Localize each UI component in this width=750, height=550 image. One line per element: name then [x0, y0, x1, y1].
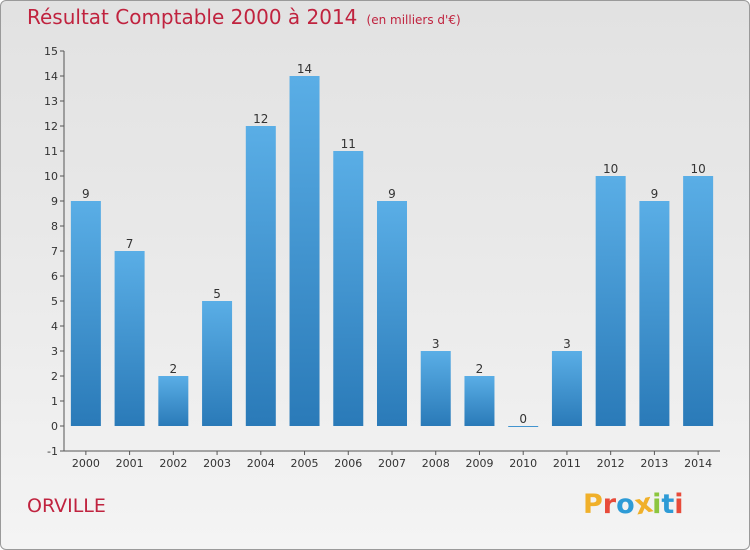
- chart-labels: 9 7 2 5 12 14 11 9 3 2 0 3 10 9 10: [82, 62, 706, 426]
- chart-bars: [70, 76, 714, 427]
- x-tick-label-2008: 2008: [422, 457, 450, 470]
- y-tick-label: 0: [51, 420, 58, 433]
- x-tick-label-2005: 2005: [291, 457, 319, 470]
- y-tick-label: 6: [51, 270, 58, 283]
- bar-2008: [420, 351, 451, 426]
- y-tick-label: 15: [44, 45, 58, 58]
- bar-2000: [70, 201, 101, 426]
- x-tick-label-2011: 2011: [553, 457, 581, 470]
- logo-letter: r: [602, 489, 617, 520]
- value-label-2006: 11: [341, 137, 356, 151]
- value-label-2002: 2: [170, 362, 178, 376]
- commune-name: ORVILLE: [27, 495, 106, 517]
- x-tick-label-2001: 2001: [116, 457, 144, 470]
- y-tick-label: 7: [51, 245, 58, 258]
- value-label-2001: 7: [126, 237, 134, 251]
- bar-2005: [289, 76, 320, 426]
- y-tick-label: 3: [51, 345, 58, 358]
- bar-2006: [333, 151, 364, 426]
- value-label-2010: 0: [519, 412, 527, 426]
- y-tick-label: 1: [51, 395, 58, 408]
- value-label-2004: 12: [253, 112, 268, 126]
- logo-letter: t: [661, 489, 675, 520]
- value-label-2012: 10: [603, 162, 618, 176]
- y-tick-label: 9: [51, 195, 58, 208]
- bar-2011: [551, 351, 582, 426]
- proxiti-logo: Proxiti: [583, 488, 684, 522]
- logo-letter: o: [616, 489, 635, 520]
- x-tick-label-2003: 2003: [203, 457, 231, 470]
- x-tick-label-2010: 2010: [509, 457, 537, 470]
- y-tick-label: 8: [51, 220, 58, 233]
- x-tick-label-2012: 2012: [597, 457, 625, 470]
- x-tick-label-2014: 2014: [684, 457, 712, 470]
- x-tick-label-2000: 2000: [72, 457, 100, 470]
- y-tick-label: 12: [44, 120, 58, 133]
- y-tick-label: 13: [44, 95, 58, 108]
- value-label-2008: 3: [432, 337, 440, 351]
- value-label-2014: 10: [690, 162, 705, 176]
- y-tick-label: 11: [44, 145, 58, 158]
- value-label-2011: 3: [563, 337, 571, 351]
- value-label-2013: 9: [651, 187, 659, 201]
- chart-title: Résultat Comptable 2000 à 2014 (en milli…: [27, 5, 461, 29]
- x-tick-label-2009: 2009: [465, 457, 493, 470]
- value-label-2003: 5: [213, 287, 221, 301]
- bar-2007: [377, 201, 407, 426]
- value-label-2007: 9: [388, 187, 396, 201]
- bar-2014: [683, 176, 714, 426]
- value-label-2000: 9: [82, 187, 90, 201]
- bar-2013: [639, 201, 670, 426]
- x-tick-label-2007: 2007: [378, 457, 406, 470]
- chart-title-unit: (en milliers d'€): [366, 13, 461, 27]
- x-tick-label-2006: 2006: [334, 457, 362, 470]
- y-tick-label: 14: [44, 70, 58, 83]
- value-label-2009: 2: [476, 362, 484, 376]
- y-tick-label: 4: [51, 320, 58, 333]
- logo-letter: i: [674, 489, 684, 520]
- y-tick-label: 5: [51, 295, 58, 308]
- chart-title-main: Résultat Comptable 2000 à 2014: [27, 5, 358, 29]
- x-tick-label-2004: 2004: [247, 457, 275, 470]
- bar-2001: [114, 251, 145, 426]
- y-tick-label: 2: [51, 370, 58, 383]
- bar-2002: [158, 376, 189, 426]
- x-tick-label-2002: 2002: [159, 457, 187, 470]
- bar-2004: [245, 126, 276, 426]
- logo-letter: i: [652, 489, 662, 520]
- bar-2009: [464, 376, 495, 426]
- value-label-2005: 14: [297, 62, 312, 76]
- logo-letter: P: [583, 489, 603, 520]
- x-tick-label-2013: 2013: [640, 457, 668, 470]
- y-tick-label: 10: [44, 170, 58, 183]
- bar-2012: [595, 176, 626, 426]
- y-tick-label: -1: [47, 445, 58, 458]
- bar-2010: [508, 426, 539, 427]
- bar-2003: [202, 301, 233, 426]
